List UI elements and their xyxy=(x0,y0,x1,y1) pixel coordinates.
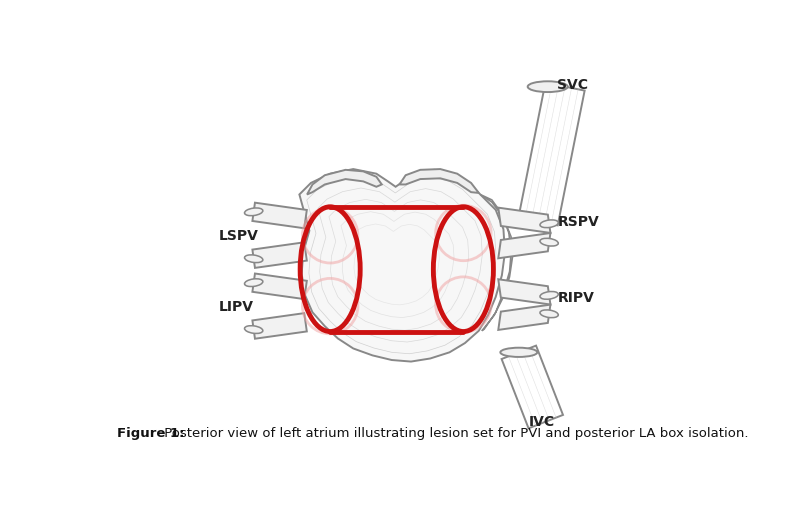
Text: LSPV: LSPV xyxy=(218,229,259,243)
Ellipse shape xyxy=(528,82,568,93)
Polygon shape xyxy=(519,84,585,226)
Polygon shape xyxy=(499,208,550,233)
Polygon shape xyxy=(252,243,307,268)
Text: Posterior view of left atrium illustrating lesion set for PVI and posterior LA b: Posterior view of left atrium illustrati… xyxy=(160,426,748,439)
Ellipse shape xyxy=(245,326,263,334)
Text: LIPV: LIPV xyxy=(218,299,254,314)
Polygon shape xyxy=(499,305,550,330)
Polygon shape xyxy=(252,204,307,229)
Text: IVC: IVC xyxy=(529,414,555,428)
Ellipse shape xyxy=(540,239,558,246)
Text: RIPV: RIPV xyxy=(558,290,594,305)
Text: Figure 1:: Figure 1: xyxy=(117,426,184,439)
Polygon shape xyxy=(480,195,512,331)
Ellipse shape xyxy=(540,221,558,228)
Text: RSPV: RSPV xyxy=(558,215,599,229)
Polygon shape xyxy=(499,233,550,259)
Polygon shape xyxy=(307,171,381,195)
Ellipse shape xyxy=(500,348,537,357)
Ellipse shape xyxy=(245,279,263,287)
Ellipse shape xyxy=(245,256,263,263)
Polygon shape xyxy=(399,170,479,193)
Polygon shape xyxy=(252,274,307,299)
Ellipse shape xyxy=(540,310,558,318)
Text: SVC: SVC xyxy=(558,77,588,91)
Ellipse shape xyxy=(245,209,263,216)
Polygon shape xyxy=(502,346,563,428)
Ellipse shape xyxy=(540,292,558,299)
Polygon shape xyxy=(300,170,505,362)
Polygon shape xyxy=(499,280,550,305)
Polygon shape xyxy=(252,314,307,339)
